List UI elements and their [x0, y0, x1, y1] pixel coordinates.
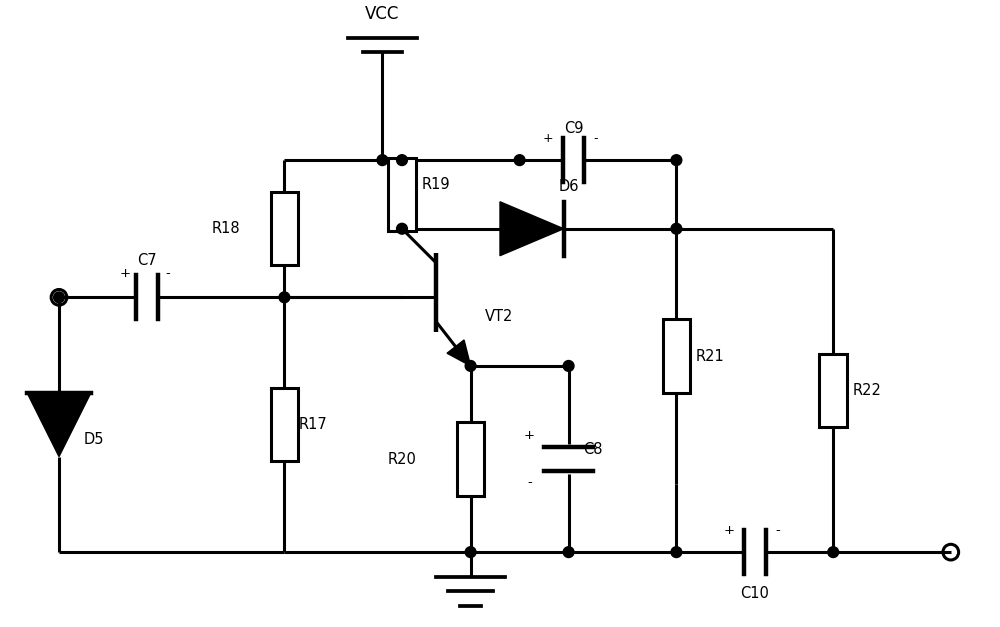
Circle shape — [671, 155, 682, 166]
Text: +: + — [524, 429, 535, 442]
Bar — [388, 157, 416, 231]
Circle shape — [397, 223, 407, 234]
Circle shape — [397, 155, 407, 166]
Bar — [457, 422, 484, 496]
Text: R20: R20 — [388, 451, 417, 466]
Bar — [271, 192, 298, 265]
Polygon shape — [447, 340, 471, 366]
Text: C10: C10 — [740, 586, 769, 601]
Circle shape — [465, 361, 476, 371]
Circle shape — [671, 547, 682, 557]
Circle shape — [563, 547, 574, 557]
Bar — [663, 319, 690, 393]
Bar — [271, 388, 298, 461]
Circle shape — [465, 547, 476, 557]
Bar — [819, 354, 847, 427]
Polygon shape — [500, 202, 564, 256]
Text: D5: D5 — [84, 432, 104, 447]
Text: -: - — [594, 132, 598, 145]
Text: +: + — [724, 524, 735, 537]
Circle shape — [54, 292, 64, 303]
Text: VT2: VT2 — [485, 310, 514, 324]
Circle shape — [377, 155, 388, 166]
Text: C8: C8 — [583, 442, 603, 456]
Circle shape — [514, 155, 525, 166]
Text: C9: C9 — [564, 120, 583, 135]
Text: R17: R17 — [299, 417, 328, 432]
Text: +: + — [119, 266, 130, 280]
Text: +: + — [543, 132, 553, 145]
Text: R19: R19 — [422, 177, 450, 192]
Text: R21: R21 — [696, 349, 725, 364]
Text: C7: C7 — [137, 253, 157, 268]
Text: VCC: VCC — [365, 5, 400, 23]
Polygon shape — [27, 393, 91, 456]
Circle shape — [828, 547, 839, 557]
Text: -: - — [527, 476, 532, 489]
Text: D6: D6 — [558, 179, 579, 194]
Circle shape — [563, 361, 574, 371]
Text: R22: R22 — [853, 383, 882, 398]
Text: R18: R18 — [212, 221, 240, 236]
Text: -: - — [775, 524, 780, 537]
Circle shape — [671, 223, 682, 234]
Circle shape — [279, 292, 290, 303]
Text: -: - — [165, 266, 170, 280]
